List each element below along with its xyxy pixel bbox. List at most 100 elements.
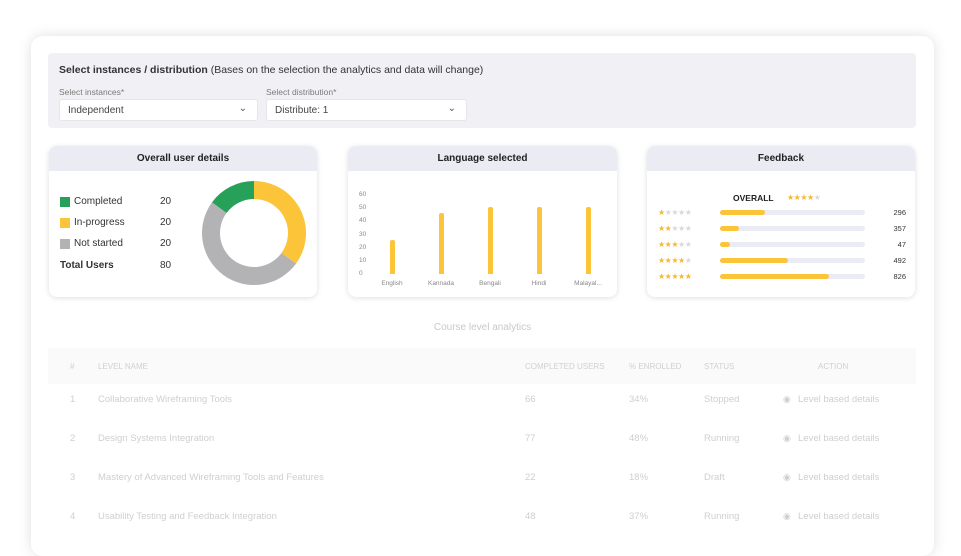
table-cell: Design Systems Integration <box>98 433 215 444</box>
y-tick-label: 50 <box>359 204 367 212</box>
total-users-label: Total Users <box>60 260 114 271</box>
rating-bar-track <box>720 258 865 263</box>
feedback-card: Feedback OVERALL ★★★★★ ★★★★★ 296 ★★★★★ 357 ★… <box>647 146 915 297</box>
rating-stars-icon: ★★★★★ <box>658 240 692 249</box>
legend-label: Completed <box>74 196 123 207</box>
x-tick-label: Kannada <box>427 280 455 287</box>
rating-bar-fill <box>720 210 765 215</box>
overall-stars-icon: ★★★★★ <box>787 193 821 202</box>
table-cell: Mastery of Advanced Wireframing Tools an… <box>98 472 324 483</box>
table-header-cell: STATUS <box>704 362 735 371</box>
table-cell: 66 <box>525 394 536 405</box>
rating-count: 47 <box>897 240 906 249</box>
rating-bar-track <box>720 226 865 231</box>
x-tick-label: English <box>381 280 403 287</box>
table-header-cell: % ENROLLED <box>629 362 682 371</box>
table-cell: Stopped <box>704 394 740 405</box>
table-cell: 18% <box>629 472 649 483</box>
x-tick-label: Bengali <box>479 280 501 287</box>
rating-bar-fill <box>720 274 829 279</box>
table-header-cell: ACTION <box>818 362 849 371</box>
table-cell: 4 <box>70 511 76 522</box>
bar-english <box>390 239 395 274</box>
y-tick-label: 60 <box>359 191 367 198</box>
x-tick-label: Hindi <box>531 280 547 287</box>
table-header-cell: COMPLETED USERS <box>525 362 605 371</box>
table-cell: 34% <box>629 394 649 405</box>
distribution-label: Select distribution* <box>266 87 337 97</box>
rating-bar-fill <box>720 258 789 263</box>
filter-title-bold: Select instances / distribution <box>59 64 208 76</box>
legend-item: Completed <box>60 196 122 207</box>
y-tick-label: 0 <box>359 270 363 277</box>
eye-icon[interactable]: ◉ <box>783 394 791 404</box>
legend-label: Not started <box>74 238 123 249</box>
level-details-link[interactable]: Level based details <box>798 433 880 444</box>
eye-icon[interactable]: ◉ <box>783 433 791 443</box>
legend-swatch <box>60 196 70 207</box>
filter-title-note: (Bases on the selection the analytics an… <box>210 64 484 76</box>
legend-swatch <box>60 217 70 228</box>
rating-count: 296 <box>893 208 906 217</box>
chevron-down-icon: ⌄ <box>238 103 247 114</box>
rating-bar-fill <box>720 226 739 231</box>
level-details-link[interactable]: Level based details <box>798 511 880 522</box>
legend-label: In-progress <box>74 217 125 228</box>
rating-stars-icon: ★★★★★ <box>658 208 692 217</box>
table-cell: Running <box>704 511 740 522</box>
chevron-down-icon: ⌄ <box>447 103 456 114</box>
y-tick-label: 10 <box>359 256 367 264</box>
donut-slice-in-progress <box>254 181 306 264</box>
table-cell: Collaborative Wireframing Tools <box>98 394 232 405</box>
rating-count: 826 <box>893 272 906 281</box>
user-details-card: Overall user details Completed 20 In-progr… <box>49 146 317 297</box>
rating-stars-icon: ★★★★★ <box>658 224 692 233</box>
user-details-title: Overall user details <box>49 146 317 171</box>
overall-label: OVERALL <box>733 193 774 203</box>
total-users-value: 80 <box>160 260 172 271</box>
user-donut-chart <box>202 181 306 285</box>
instances-value: Independent <box>68 105 124 116</box>
rating-bar-track <box>720 210 865 215</box>
y-tick-label: 30 <box>359 230 367 238</box>
course-section-title: Course level analytics <box>433 322 532 333</box>
level-details-link[interactable]: Level based details <box>798 394 880 405</box>
table-cell: 2 <box>70 433 76 444</box>
rating-bar-track <box>720 274 865 279</box>
level-details-link[interactable]: Level based details <box>798 472 880 483</box>
rating-stars-icon: ★★★★★ <box>658 256 692 265</box>
x-tick-label: Malayal... <box>574 280 602 287</box>
eye-icon[interactable]: ◉ <box>783 511 791 521</box>
rating-stars-icon: ★★★★★ <box>658 272 692 281</box>
table-cell: Running <box>704 433 740 444</box>
eye-icon[interactable]: ◉ <box>783 472 791 482</box>
bar-malayal <box>586 206 591 274</box>
legend-value: 20 <box>160 217 172 228</box>
donut-slice-not-started <box>202 202 297 285</box>
dashboard-frame: Select instances / distribution (Bases o… <box>31 36 934 556</box>
table-cell: 1 <box>70 394 76 405</box>
table-header-cell: LEVEL NAME <box>98 362 148 371</box>
y-tick-label: 40 <box>359 217 367 225</box>
distribution-select[interactable]: Distribute: 1 ⌄ <box>266 99 467 121</box>
table-cell: 48% <box>629 433 649 444</box>
bar-hindi <box>537 206 542 274</box>
table-cell: 22 <box>525 472 536 483</box>
instances-select[interactable]: Independent ⌄ <box>59 99 258 121</box>
instances-label: Select instances* <box>59 87 125 97</box>
rating-bar-track <box>720 242 865 247</box>
legend-value: 20 <box>160 238 172 249</box>
table-cell: Usability Testing and Feedback Integrati… <box>98 511 277 522</box>
table-cell: 77 <box>525 433 536 444</box>
donut-slice-completed <box>211 181 254 214</box>
table-cell: 3 <box>70 472 76 483</box>
table-header-bg <box>48 348 916 384</box>
distribution-value: Distribute: 1 <box>275 105 329 116</box>
rating-count: 492 <box>893 256 906 265</box>
filter-panel: Select instances / distribution (Bases o… <box>48 53 916 128</box>
bar-bengali <box>488 206 493 274</box>
rating-count: 357 <box>893 224 906 233</box>
legend-value: 20 <box>160 196 172 207</box>
feedback-title: Feedback <box>647 146 915 171</box>
table-cell: 48 <box>525 511 536 522</box>
